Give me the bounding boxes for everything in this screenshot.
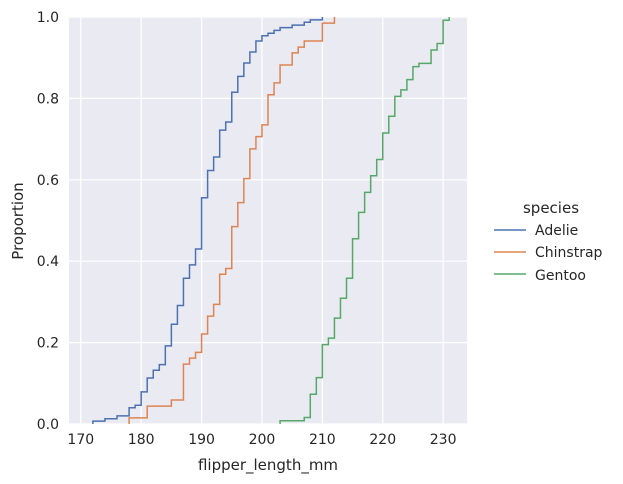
- grid-lines: [69, 16, 467, 425]
- legend-title: species: [523, 199, 579, 217]
- x-tick-label: 170: [67, 432, 94, 448]
- tick-labels: 170 180 190 200 210 220 230 0.0 0.2 0.4 0.6 0.8 1.0: [37, 10, 457, 448]
- x-tick-label: 220: [369, 432, 396, 448]
- legend-item-gentoo: Gentoo: [535, 268, 586, 284]
- series-line-adelie: [92, 17, 324, 424]
- x-tick-label: 200: [249, 432, 276, 448]
- series-line-chinstrap: [128, 17, 336, 424]
- legend: species Adelie Chinstrap Gentoo: [494, 199, 603, 284]
- y-tick-label: 0.2: [37, 336, 59, 352]
- y-tick-label: 0.0: [37, 417, 59, 433]
- y-axis-title: Proportion: [9, 182, 27, 259]
- x-tick-label: 190: [188, 432, 215, 448]
- y-tick-label: 0.4: [37, 254, 59, 270]
- y-tick-label: 1.0: [37, 10, 59, 26]
- legend-item-adelie: Adelie: [535, 223, 578, 239]
- x-tick-label: 210: [309, 432, 336, 448]
- x-tick-label: 230: [430, 432, 457, 448]
- x-axis-title: flipper_length_mm: [198, 456, 338, 475]
- series-line-gentoo: [279, 17, 450, 424]
- legend-item-chinstrap: Chinstrap: [535, 245, 603, 261]
- series-lines: [92, 17, 450, 424]
- y-tick-label: 0.8: [37, 91, 59, 107]
- x-tick-label: 180: [128, 432, 155, 448]
- plot-background: [69, 17, 467, 424]
- y-tick-label: 0.6: [37, 173, 59, 189]
